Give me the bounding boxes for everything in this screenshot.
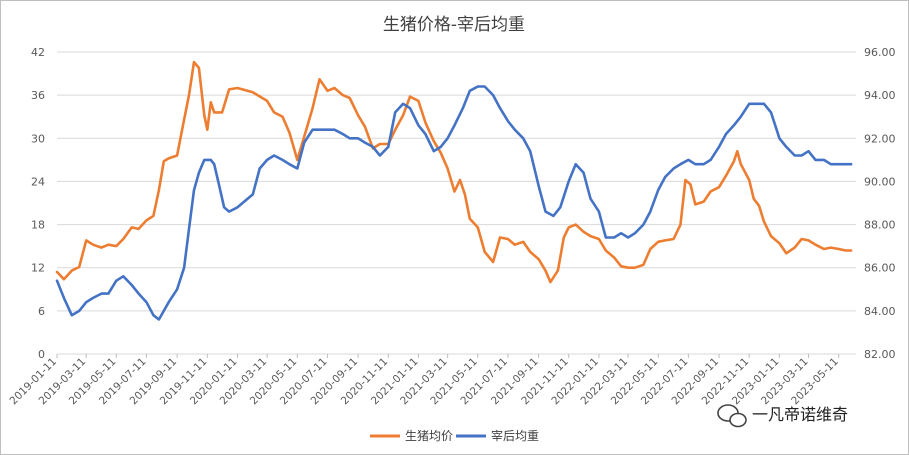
legend-label-weight: 宰后均重 (491, 428, 539, 443)
series-lines (55, 60, 853, 321)
chart-title: 生猪价格-宰后均重 (383, 15, 525, 35)
left-axis-ticks: 0 6 12 18 24 30 36 42 (31, 46, 45, 361)
y-tick-label: 0 (38, 348, 45, 361)
y-tick-label: 36 (31, 89, 45, 102)
y2-tick-label: 82.00 (864, 348, 896, 361)
y2-tick-label: 96.00 (864, 46, 896, 59)
y2-tick-label: 86.00 (864, 262, 896, 275)
legend: 生猪均价 宰后均重 (370, 428, 539, 443)
y2-tick-label: 92.00 (864, 132, 896, 145)
y-tick-label: 24 (31, 175, 45, 188)
right-axis-ticks: 82.00 84.00 86.00 88.00 90.00 92.00 94.00 96.00 (864, 46, 896, 361)
series-line-1 (55, 85, 853, 321)
watermark: 一凡帝诺维奇 (717, 404, 848, 428)
watermark-text: 一凡帝诺维奇 (752, 405, 848, 424)
y2-tick-label: 90.00 (864, 175, 896, 188)
wechat-icon (717, 404, 747, 428)
y2-tick-label: 94.00 (864, 89, 896, 102)
series-line-0 (55, 60, 853, 284)
y2-tick-label: 84.00 (864, 305, 896, 318)
y-tick-label: 12 (31, 262, 45, 275)
y-tick-label: 18 (31, 219, 45, 232)
y-tick-label: 42 (31, 46, 45, 59)
legend-label-price: 生猪均价 (405, 429, 453, 443)
y2-tick-label: 88.00 (864, 219, 896, 232)
y-tick-label: 30 (31, 132, 45, 145)
y-tick-label: 6 (38, 305, 45, 318)
